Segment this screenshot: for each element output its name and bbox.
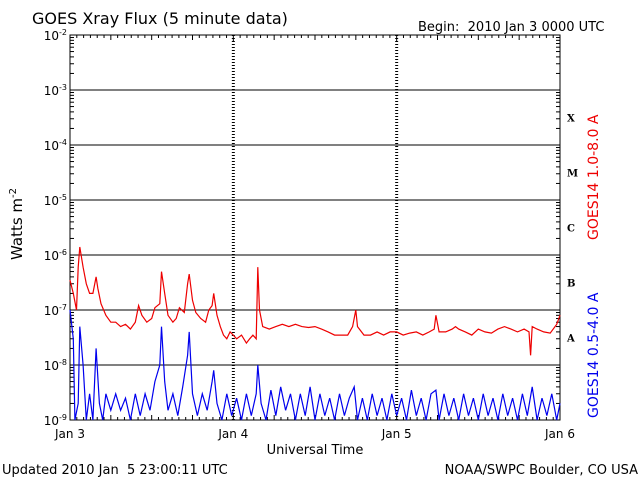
series-line-short-wavelength	[69, 309, 561, 421]
y-tick-exponent: -9	[59, 413, 67, 422]
y-axis-label-exponent: -2	[8, 188, 19, 198]
y-tick-label: 10-2	[44, 28, 67, 43]
flare-class-label: M	[567, 169, 578, 180]
x-tick-labels: Jan 3 Jan 4 Jan 5 Jan 6	[54, 427, 575, 441]
y-tick-exponent: -3	[59, 83, 67, 92]
y-tick-exponent: -4	[59, 138, 67, 147]
y-tick-base: 10	[44, 414, 59, 428]
y-tick-label: 10-7	[44, 303, 67, 318]
legend-series-long: GOES14 1.0-8.0 A	[586, 114, 602, 240]
y-tick-base: 10	[44, 249, 59, 263]
y-tick-exponent: -7	[59, 303, 67, 312]
y-tick-label: 10-8	[44, 358, 67, 373]
y-tick-exponent: -6	[59, 248, 67, 257]
y-tick-base: 10	[44, 359, 59, 373]
x-axis-label: Universal Time	[267, 443, 364, 458]
footer-updated: Updated 2010 Jan 5 23:00:11 UTC	[2, 463, 228, 478]
y-tick-label: 10-6	[44, 248, 67, 263]
x-tick-label: Jan 6	[544, 427, 575, 441]
flare-class-label: B	[567, 279, 575, 290]
y-tick-base: 10	[44, 304, 59, 318]
flare-class-label: X	[567, 114, 575, 125]
y-tick-label: 10-5	[44, 193, 67, 208]
footer-credit: NOAA/SWPC Boulder, CO USA	[445, 463, 638, 478]
flare-class-labels: A B C M X	[566, 114, 578, 345]
y-tick-labels: 10-910-810-710-610-510-410-310-2	[44, 28, 67, 428]
begin-label: Begin: 2010 Jan 3 0000 UTC	[418, 20, 604, 35]
plot-frame	[69, 34, 561, 421]
x-tick-label: Jan 3	[54, 427, 85, 441]
y-tick-base: 10	[44, 84, 59, 98]
y-tick-exponent: -5	[59, 193, 67, 202]
y-tick-base: 10	[44, 29, 59, 43]
legend-series-short: GOES14 0.5-4.0 A	[586, 292, 602, 418]
x-tick-label: Jan 5	[381, 427, 412, 441]
flare-class-label: C	[567, 224, 575, 235]
series-layer	[69, 246, 561, 421]
y-tick-base: 10	[44, 194, 59, 208]
series-line-long-wavelength	[69, 246, 561, 356]
y-tick-label: 10-9	[44, 413, 67, 428]
y-tick-exponent: -2	[59, 28, 67, 37]
y-tick-label: 10-4	[44, 138, 67, 153]
x-tick-label: Jan 4	[217, 427, 248, 441]
y-tick-label: 10-3	[44, 83, 67, 98]
chart-title: GOES Xray Flux (5 minute data)	[32, 9, 288, 28]
grid	[69, 35, 561, 420]
flare-class-label: A	[566, 334, 575, 345]
y-axis-label-base: Watts m	[8, 198, 26, 260]
y-axis-label: Watts m-2	[8, 188, 26, 260]
y-tick-exponent: -8	[59, 358, 67, 367]
y-tick-base: 10	[44, 139, 59, 153]
